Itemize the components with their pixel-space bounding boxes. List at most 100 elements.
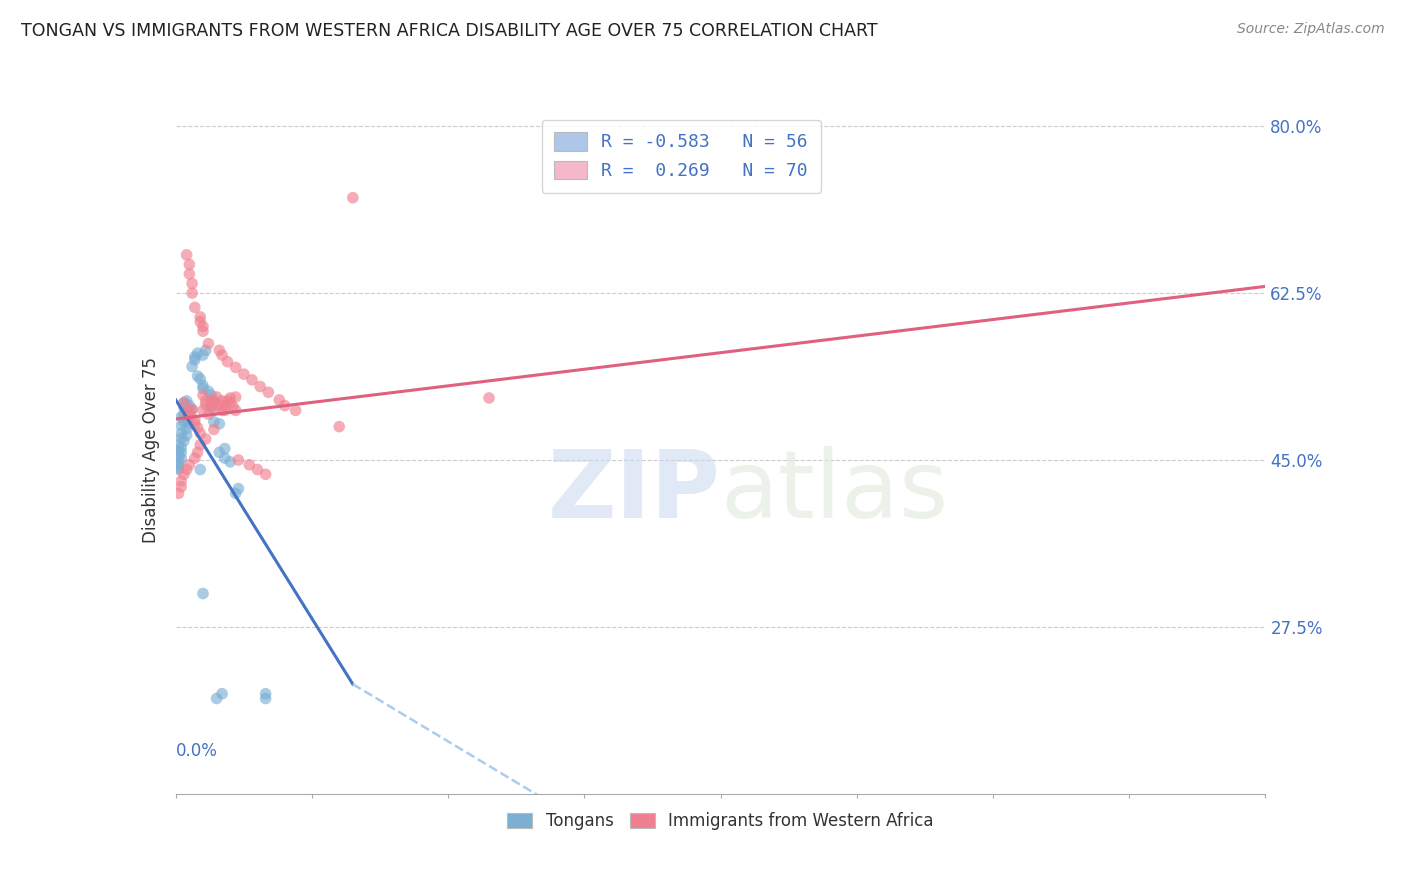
Point — [176, 462, 198, 476]
Point — [179, 417, 201, 431]
Point — [170, 418, 193, 433]
Point — [176, 403, 198, 417]
Point — [197, 336, 219, 351]
Point — [181, 402, 204, 417]
Point — [188, 372, 211, 386]
Point — [184, 417, 207, 431]
Point — [170, 451, 193, 466]
Point — [170, 474, 193, 488]
Point — [173, 434, 195, 448]
Point — [197, 384, 219, 399]
Text: Source: ZipAtlas.com: Source: ZipAtlas.com — [1237, 22, 1385, 37]
Point — [167, 443, 190, 458]
Point — [214, 442, 236, 456]
Point — [186, 445, 209, 459]
Point — [191, 388, 214, 402]
Point — [200, 399, 222, 413]
Point — [225, 360, 247, 375]
Point — [222, 400, 245, 414]
Point — [184, 352, 207, 367]
Point — [254, 687, 277, 701]
Point — [181, 402, 204, 417]
Point — [197, 407, 219, 421]
Point — [202, 415, 225, 429]
Point — [176, 248, 198, 262]
Y-axis label: Disability Age Over 75: Disability Age Over 75 — [142, 358, 160, 543]
Text: atlas: atlas — [721, 446, 949, 538]
Point — [176, 393, 198, 408]
Point — [167, 449, 190, 463]
Point — [202, 396, 225, 410]
Point — [194, 393, 217, 408]
Point — [211, 393, 233, 408]
Point — [274, 399, 297, 413]
Point — [179, 267, 201, 281]
Point — [173, 415, 195, 429]
Point — [173, 396, 195, 410]
Point — [188, 438, 211, 452]
Point — [191, 403, 214, 417]
Point — [238, 458, 260, 472]
Point — [173, 407, 195, 421]
Point — [254, 691, 277, 706]
Point — [179, 399, 201, 413]
Point — [232, 367, 254, 381]
Point — [208, 343, 231, 358]
Point — [208, 398, 231, 412]
Point — [214, 399, 236, 413]
Point — [194, 432, 217, 446]
Point — [167, 438, 190, 452]
Point — [202, 393, 225, 408]
Point — [200, 401, 222, 415]
Point — [202, 403, 225, 417]
Point — [167, 462, 190, 476]
Point — [167, 455, 190, 469]
Point — [181, 277, 204, 291]
Point — [191, 324, 214, 338]
Point — [194, 343, 217, 358]
Point — [181, 286, 204, 301]
Point — [188, 426, 211, 441]
Text: ZIP: ZIP — [548, 446, 721, 538]
Point — [184, 350, 207, 364]
Point — [249, 379, 271, 393]
Point — [219, 396, 242, 410]
Text: 0.0%: 0.0% — [176, 742, 218, 760]
Point — [200, 388, 222, 402]
Point — [200, 393, 222, 408]
Point — [214, 403, 236, 417]
Point — [179, 406, 201, 420]
Point — [176, 411, 198, 425]
Point — [228, 453, 250, 467]
Point — [219, 455, 242, 469]
Point — [328, 419, 350, 434]
Text: TONGAN VS IMMIGRANTS FROM WESTERN AFRICA DISABILITY AGE OVER 75 CORRELATION CHAR: TONGAN VS IMMIGRANTS FROM WESTERN AFRICA… — [21, 22, 877, 40]
Point — [208, 445, 231, 459]
Point — [188, 310, 211, 324]
Point — [240, 373, 263, 387]
Point — [225, 403, 247, 417]
Point — [191, 586, 214, 600]
Point — [173, 396, 195, 410]
Point — [173, 467, 195, 482]
Point — [167, 486, 190, 500]
Point — [179, 409, 201, 424]
Point — [478, 391, 501, 405]
Point — [211, 348, 233, 362]
Point — [205, 390, 228, 404]
Point — [228, 482, 250, 496]
Point — [217, 393, 239, 408]
Point — [179, 403, 201, 417]
Point — [173, 401, 195, 415]
Point — [208, 417, 231, 431]
Point — [181, 359, 204, 374]
Point — [225, 486, 247, 500]
Point — [254, 467, 277, 482]
Point — [191, 378, 214, 392]
Point — [170, 445, 193, 459]
Point — [211, 687, 233, 701]
Point — [284, 403, 307, 417]
Point — [188, 315, 211, 329]
Point — [194, 398, 217, 412]
Point — [176, 407, 198, 421]
